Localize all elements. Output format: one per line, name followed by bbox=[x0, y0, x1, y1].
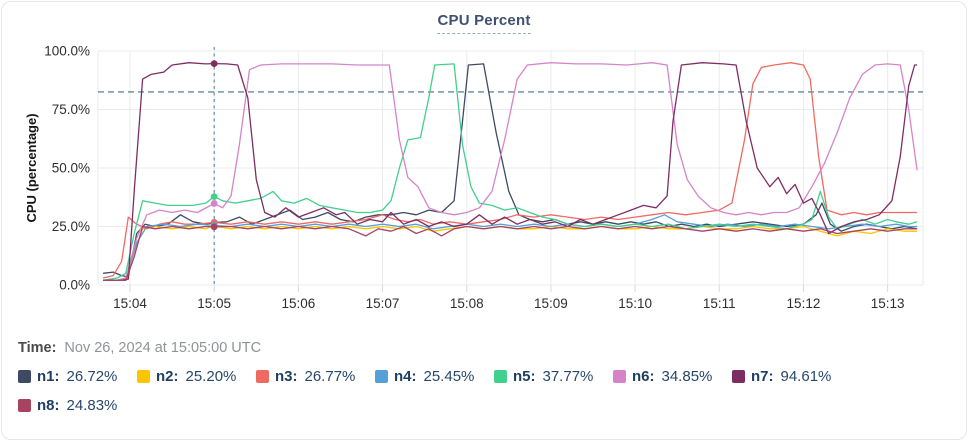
legend-value-n5: 37.77% bbox=[542, 368, 594, 385]
legend-item-n6[interactable]: n6: 34.85% bbox=[613, 368, 732, 385]
legend-label-n3: n3: bbox=[275, 368, 298, 385]
legend-swatch-n3 bbox=[256, 370, 269, 383]
series-line-n8 bbox=[103, 225, 918, 281]
cursor-marker-n6 bbox=[210, 200, 218, 207]
legend-swatch-n4 bbox=[375, 370, 388, 383]
legend-value-n6: 34.85% bbox=[661, 368, 713, 385]
legend-item-n7[interactable]: n7: 94.61% bbox=[732, 368, 851, 385]
series-line-n3 bbox=[102, 62, 918, 279]
cursor-time-value: Nov 26, 2024 at 15:05:00 UTC bbox=[64, 340, 262, 356]
legend-value-n4: 25.45% bbox=[423, 368, 475, 385]
y-axis-labels: 0.0% 25.0% 50.0% 75.0% 100.0% bbox=[44, 44, 90, 293]
svg-text:15:08: 15:08 bbox=[450, 296, 484, 311]
series-line-n7 bbox=[103, 62, 918, 281]
gridlines bbox=[97, 50, 924, 286]
legend-label-n4: n4: bbox=[394, 368, 417, 385]
chart-header: CPU Percent bbox=[2, 12, 966, 34]
legend-label-n5: n5: bbox=[513, 368, 536, 385]
cpu-chart-canvas[interactable]: 15:04 15:05 15:06 15:07 15:08 15:09 15:10 15:11… bbox=[2, 2, 967, 332]
legend: n1: 26.72% n2: 25.20% n3: 26.77% n4: 25.45% n5: 3… bbox=[18, 368, 958, 414]
legend-swatch-n2 bbox=[137, 370, 150, 383]
legend-item-n3[interactable]: n3: 26.77% bbox=[256, 368, 375, 385]
legend-item-n8[interactable]: n8: 24.83% bbox=[18, 397, 137, 414]
chart-title[interactable]: CPU Percent bbox=[437, 12, 531, 34]
svg-text:15:09: 15:09 bbox=[534, 296, 568, 311]
legend-swatch-n5 bbox=[494, 370, 507, 383]
legend-item-n2[interactable]: n2: 25.20% bbox=[137, 368, 256, 385]
legend-swatch-n6 bbox=[613, 370, 626, 383]
legend-swatch-n8 bbox=[18, 399, 31, 412]
svg-text:50.0%: 50.0% bbox=[52, 161, 90, 176]
legend-value-n2: 25.20% bbox=[185, 368, 237, 385]
series-line-n5 bbox=[102, 63, 918, 281]
svg-text:100.0%: 100.0% bbox=[44, 44, 90, 59]
svg-text:0.0%: 0.0% bbox=[59, 278, 90, 293]
cursor-marker-n8 bbox=[210, 223, 218, 231]
legend-item-n4[interactable]: n4: 25.45% bbox=[375, 368, 494, 385]
legend-label-n6: n6: bbox=[632, 368, 655, 385]
svg-text:75.0%: 75.0% bbox=[52, 102, 90, 117]
series-line-n6 bbox=[103, 62, 918, 281]
y-axis-title: CPU (percentage) bbox=[24, 113, 39, 222]
svg-text:15:13: 15:13 bbox=[871, 296, 905, 311]
cursor-marker-n7 bbox=[210, 60, 218, 68]
cursor-time-row: Time: Nov 26, 2024 at 15:05:00 UTC bbox=[18, 340, 261, 356]
svg-text:15:05: 15:05 bbox=[197, 296, 231, 311]
legend-label-n8: n8: bbox=[37, 397, 60, 414]
legend-value-n7: 94.61% bbox=[780, 368, 832, 385]
svg-text:15:11: 15:11 bbox=[703, 296, 736, 311]
legend-item-n5[interactable]: n5: 37.77% bbox=[494, 368, 613, 385]
x-axis-labels: 15:04 15:05 15:06 15:07 15:08 15:09 15:10 15:11… bbox=[113, 296, 904, 311]
legend-swatch-n1 bbox=[18, 370, 31, 383]
svg-text:15:06: 15:06 bbox=[281, 296, 315, 311]
legend-value-n3: 26.77% bbox=[304, 368, 356, 385]
cursor-marker-n5 bbox=[210, 193, 218, 201]
legend-label-n1: n1: bbox=[37, 368, 60, 385]
svg-text:15:04: 15:04 bbox=[113, 296, 147, 311]
legend-item-n1[interactable]: n1: 26.72% bbox=[18, 368, 137, 385]
x-axis-ticks bbox=[129, 285, 889, 292]
legend-label-n2: n2: bbox=[156, 368, 179, 385]
legend-value-n8: 24.83% bbox=[66, 397, 118, 414]
series-line-n1 bbox=[103, 63, 918, 278]
legend-swatch-n7 bbox=[732, 370, 745, 383]
legend-label-n7: n7: bbox=[751, 368, 774, 385]
series-line-n2 bbox=[103, 225, 918, 281]
legend-value-n1: 26.72% bbox=[66, 368, 118, 385]
series-line-n4 bbox=[103, 214, 918, 281]
svg-text:15:12: 15:12 bbox=[787, 296, 821, 311]
svg-text:15:10: 15:10 bbox=[618, 296, 652, 311]
svg-text:25.0%: 25.0% bbox=[52, 219, 90, 234]
cursor-time-label: Time: bbox=[18, 340, 57, 356]
svg-text:15:07: 15:07 bbox=[366, 296, 400, 311]
